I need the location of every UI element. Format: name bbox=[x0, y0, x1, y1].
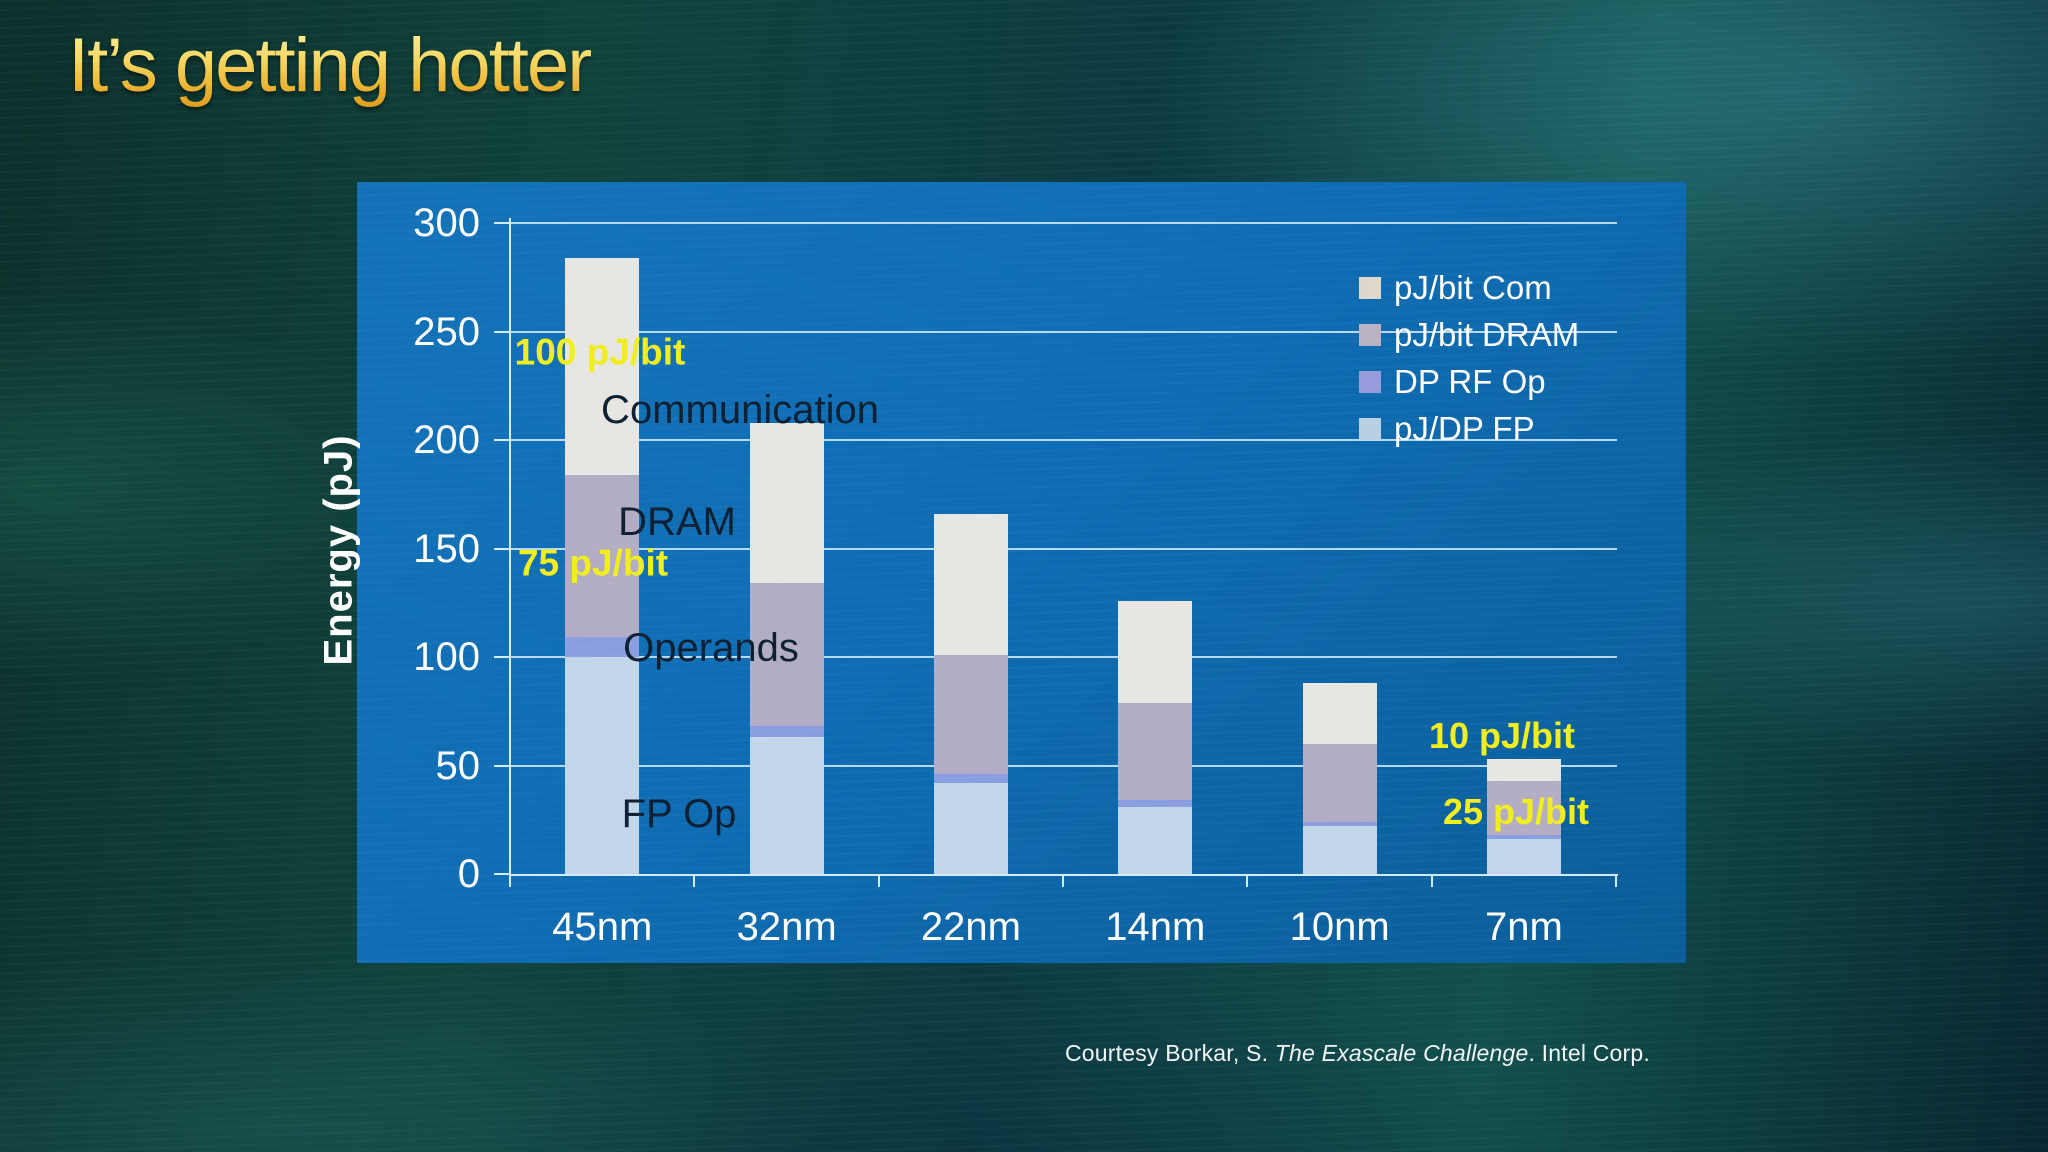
attribution: Courtesy Borkar, S. The Exascale Challen… bbox=[0, 1040, 1650, 1067]
annotation-communication: Communication bbox=[601, 388, 879, 432]
annotation-75-pj-bit: 75 pJ/bit bbox=[517, 542, 669, 584]
legend-swatch bbox=[1359, 417, 1381, 440]
legend-swatch bbox=[1359, 370, 1381, 393]
legend-label: pJ/DP FP bbox=[1394, 410, 1535, 447]
annotation-100-pj-bit: 100 pJ/bit bbox=[514, 331, 686, 373]
legend-item-pj-bit-dram: pJ/bit DRAM bbox=[1359, 311, 1579, 358]
x-tick-2 bbox=[877, 874, 880, 887]
y-tick-0 bbox=[494, 873, 510, 875]
x-category-label-22nm: 22nm bbox=[920, 905, 1021, 949]
x-tick-6 bbox=[1614, 874, 1617, 887]
legend-label: pJ/bit DRAM bbox=[1394, 316, 1580, 353]
y-tick-label-250: 250 bbox=[413, 309, 480, 354]
bar-14nm-segment-pj-dp-fp bbox=[1118, 806, 1193, 874]
bar-22nm-segment-pj-bit-com bbox=[933, 513, 1008, 655]
gridline-150 bbox=[510, 547, 1617, 550]
bar-45nm-segment-dp-rf-op bbox=[565, 637, 640, 657]
bar-14nm-segment-pj-bit-dram bbox=[1118, 702, 1193, 801]
x-tick-5 bbox=[1430, 874, 1433, 887]
annotation-fp-op: FP Op bbox=[621, 792, 737, 836]
bar-45nm-segment-pj-bit-dram bbox=[565, 474, 640, 638]
y-tick-label-200: 200 bbox=[413, 418, 480, 462]
bar-14nm-segment-pj-bit-com bbox=[1118, 600, 1193, 703]
bar-22nm-segment-dp-rf-op bbox=[933, 774, 1008, 783]
legend-label: DP RF Op bbox=[1394, 363, 1546, 400]
y-tick-label-150: 150 bbox=[413, 526, 480, 571]
x-category-label-7nm: 7nm bbox=[1485, 905, 1563, 949]
annotation-operands: Operands bbox=[623, 626, 799, 670]
legend-swatch bbox=[1359, 323, 1381, 346]
y-tick-250 bbox=[494, 330, 510, 333]
bar-22nm-segment-pj-dp-fp bbox=[933, 782, 1008, 874]
bar-32nm-segment-dp-rf-op bbox=[749, 726, 824, 738]
annotation-10-pj-bit: 10 pJ/bit bbox=[1428, 715, 1576, 756]
x-tick-1 bbox=[693, 874, 696, 887]
gridline-100 bbox=[510, 656, 1617, 658]
bar-10nm-segment-pj-bit-com bbox=[1302, 683, 1377, 744]
annotation-25-pj-bit: 25 pJ/bit bbox=[1442, 791, 1590, 832]
x-category-label-14nm: 14nm bbox=[1105, 905, 1206, 949]
attribution-work-title: The Exascale Challenge bbox=[1274, 1040, 1529, 1066]
y-tick-150 bbox=[494, 547, 510, 550]
bar-22nm-segment-pj-bit-dram bbox=[933, 654, 1008, 775]
y-tick-300 bbox=[494, 222, 510, 224]
bar-7nm-segment-pj-dp-fp bbox=[1486, 839, 1561, 874]
legend-item-pj-bit-com: pJ/bit Com bbox=[1359, 264, 1579, 311]
y-tick-label-0: 0 bbox=[457, 852, 480, 896]
y-axis-title: Energy (pJ) bbox=[316, 434, 361, 666]
bar-10nm-segment-pj-dp-fp bbox=[1302, 826, 1377, 874]
bar-7nm-segment-pj-bit-dram bbox=[1486, 780, 1561, 835]
bar-7nm-segment-dp-rf-op bbox=[1486, 834, 1561, 840]
y-tick-label-50: 50 bbox=[435, 743, 481, 788]
attribution-suffix: . Intel Corp. bbox=[1528, 1040, 1650, 1066]
legend-item-dp-rf-op: DP RF Op bbox=[1359, 358, 1579, 405]
bar-10nm-segment-dp-rf-op bbox=[1302, 821, 1377, 827]
x-category-label-45nm: 45nm bbox=[552, 905, 653, 949]
y-tick-50 bbox=[494, 764, 510, 767]
x-tick-0 bbox=[509, 874, 511, 887]
legend-swatch bbox=[1359, 276, 1381, 299]
x-tick-4 bbox=[1246, 874, 1249, 887]
bar-14nm-segment-dp-rf-op bbox=[1118, 800, 1193, 807]
y-axis-line bbox=[509, 218, 511, 876]
bar-32nm-segment-pj-dp-fp bbox=[749, 737, 824, 874]
y-tick-200 bbox=[494, 439, 510, 441]
bar-32nm-segment-pj-bit-com bbox=[749, 422, 824, 584]
annotation-dram: DRAM bbox=[618, 500, 736, 544]
attribution-prefix: Courtesy Borkar, S. bbox=[1064, 1040, 1275, 1066]
legend-label: pJ/bit Com bbox=[1394, 269, 1552, 306]
bar-45nm-segment-pj-dp-fp bbox=[565, 657, 640, 874]
bar-32nm-segment-pj-bit-dram bbox=[749, 583, 824, 727]
chart-legend: pJ/bit Com pJ/bit DRAM DP RF Op pJ/DP FP bbox=[1359, 264, 1579, 452]
chart-panel: 0 50 100 150 200 250 300 45nm 32nm 22nm 14nm 10nm 7… bbox=[317, 182, 1686, 963]
y-tick-label-100: 100 bbox=[413, 635, 480, 679]
y-tick-label-300: 300 bbox=[413, 201, 480, 245]
gridline-50 bbox=[510, 764, 1617, 767]
slide-title: It’s getting hotter bbox=[68, 23, 592, 108]
gridline-300 bbox=[510, 222, 1617, 224]
legend-item-pj-dp-fp: pJ/DP FP bbox=[1359, 405, 1579, 452]
bar-7nm-segment-pj-bit-com bbox=[1486, 758, 1561, 781]
bar-45nm-segment-pj-bit-com bbox=[565, 257, 640, 475]
x-category-label-10nm: 10nm bbox=[1289, 905, 1390, 949]
gridline-250 bbox=[510, 330, 1617, 333]
x-tick-3 bbox=[1061, 874, 1064, 887]
gridline-200 bbox=[510, 439, 1617, 441]
x-category-label-32nm: 32nm bbox=[736, 905, 837, 949]
y-tick-100 bbox=[494, 656, 510, 658]
bar-10nm-segment-pj-bit-dram bbox=[1302, 743, 1377, 822]
